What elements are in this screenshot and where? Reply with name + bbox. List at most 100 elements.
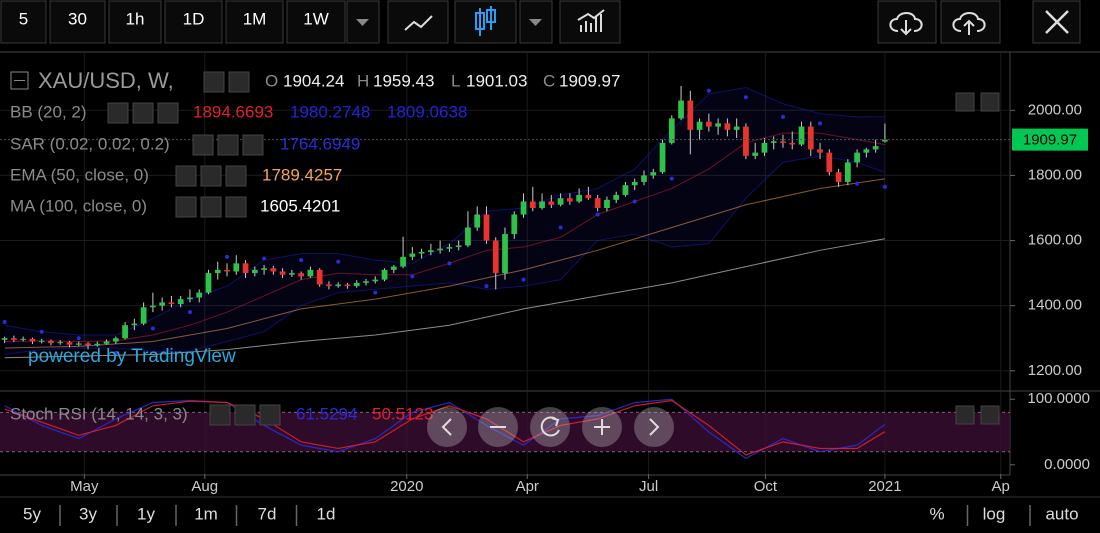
x-tick-label: Ap	[992, 478, 1010, 495]
candle-body	[94, 343, 101, 346]
interval-label: 1D	[183, 9, 205, 28]
candle-body	[594, 198, 601, 208]
legend-icon[interactable]	[175, 196, 197, 218]
pane-button[interactable]	[980, 92, 1000, 112]
ohlc-value: 1901.03	[466, 71, 527, 90]
close-icon	[1045, 10, 1069, 34]
candle-body	[38, 340, 45, 342]
last-price-tag	[1012, 128, 1088, 151]
scale-button[interactable]: log	[983, 504, 1006, 523]
interval-button[interactable]	[108, 0, 162, 44]
candle-body	[177, 299, 184, 305]
legend-icon[interactable]	[175, 165, 197, 187]
stoch-tick-label: 100.0000	[1027, 390, 1090, 407]
pane-button[interactable]	[955, 92, 975, 112]
legend-icon[interactable]	[217, 134, 239, 156]
candle-body	[733, 126, 740, 130]
sar-dot	[410, 274, 415, 279]
legend-icon[interactable]	[234, 404, 256, 426]
x-tick-label: Jul	[639, 478, 658, 495]
interval-button[interactable]	[0, 0, 47, 44]
range-button[interactable]: 7d	[258, 504, 277, 523]
indicator-label: Stoch RSI (14, 14, 3, 3)	[10, 404, 188, 423]
legend-icon[interactable]	[228, 71, 250, 93]
x-tick-label: Apr	[516, 478, 539, 495]
candle-body	[604, 199, 610, 208]
candle-body	[381, 269, 388, 280]
candle-body	[650, 172, 657, 176]
legend-icon[interactable]	[225, 165, 247, 187]
pane-button[interactable]	[955, 405, 975, 425]
legend-icon[interactable]	[209, 404, 231, 426]
candle-body	[492, 240, 499, 274]
candle-body	[798, 126, 805, 145]
legend-icon[interactable]	[200, 196, 222, 218]
indicators-button[interactable]	[559, 0, 621, 44]
candle-body	[335, 284, 342, 287]
interval-label: 1W	[303, 9, 329, 28]
line-chart-button[interactable]	[387, 0, 449, 44]
candle-body	[298, 273, 305, 277]
stoch-band	[0, 412, 1010, 452]
indicator-label: MA (100, close, 0)	[10, 196, 147, 215]
interval-button[interactable]	[286, 0, 346, 44]
candle-body	[205, 273, 212, 293]
candle-body	[715, 123, 721, 127]
indicator-value: 50.5123	[372, 404, 433, 423]
y-tick-label: 1600.00	[1028, 232, 1082, 249]
sar-dot	[484, 284, 489, 289]
candle-body	[854, 152, 860, 163]
candle-body	[622, 185, 629, 195]
range-button[interactable]: 1y	[137, 504, 155, 523]
legend-icon[interactable]	[107, 102, 129, 124]
legend-icon[interactable]	[157, 102, 179, 124]
range-button[interactable]: 5y	[23, 504, 41, 523]
candle-chart-button[interactable]	[454, 0, 517, 44]
legend-icon[interactable]	[200, 165, 222, 187]
legend-icon[interactable]	[225, 196, 247, 218]
zoom-button[interactable]	[530, 407, 570, 447]
candle-body	[390, 266, 397, 270]
legend-icon[interactable]	[259, 404, 281, 426]
ohlc-label: H	[357, 71, 369, 90]
sar-dot	[39, 329, 44, 334]
legend-icon[interactable]	[132, 102, 154, 124]
zoom-button[interactable]	[634, 407, 674, 447]
legend-icon[interactable]	[242, 134, 264, 156]
download-button[interactable]	[877, 0, 937, 44]
zoom-button[interactable]	[427, 407, 467, 447]
candle-body	[418, 251, 425, 254]
candle-body	[576, 194, 583, 202]
interval-button[interactable]	[164, 0, 223, 44]
candle-body	[400, 256, 406, 267]
sar-dot	[521, 277, 526, 282]
indicator-value: 61.5294	[296, 404, 357, 423]
candle-body	[437, 248, 444, 251]
candle-body	[539, 201, 545, 208]
candle-body	[770, 141, 777, 143]
pane-button[interactable]	[980, 405, 1000, 425]
chart-title: XAU/USD, W,	[38, 68, 174, 93]
scale-button[interactable]: %	[929, 504, 944, 523]
candle-body	[122, 325, 128, 339]
sar-dot	[187, 310, 192, 315]
candle-icon	[475, 6, 496, 36]
sar-dot	[150, 326, 155, 331]
range-button[interactable]: 1d	[317, 504, 336, 523]
interval-button[interactable]	[49, 0, 106, 44]
range-button[interactable]: 1m	[194, 504, 218, 523]
candle-body	[761, 142, 768, 153]
scale-button[interactable]: auto	[1045, 504, 1078, 523]
candle-body	[659, 142, 666, 173]
candle-body	[483, 214, 490, 241]
sar-dot	[882, 184, 887, 189]
candle-body	[455, 245, 462, 248]
ma-line	[4, 238, 885, 359]
legend-icon[interactable]	[203, 71, 225, 93]
legend-icon[interactable]	[192, 134, 214, 156]
watermark: powered by TradingView	[28, 346, 236, 367]
interval-button[interactable]	[225, 0, 284, 44]
collapse-icon[interactable]	[10, 71, 29, 90]
candle-body	[817, 149, 823, 153]
range-button[interactable]: 3y	[79, 504, 97, 523]
